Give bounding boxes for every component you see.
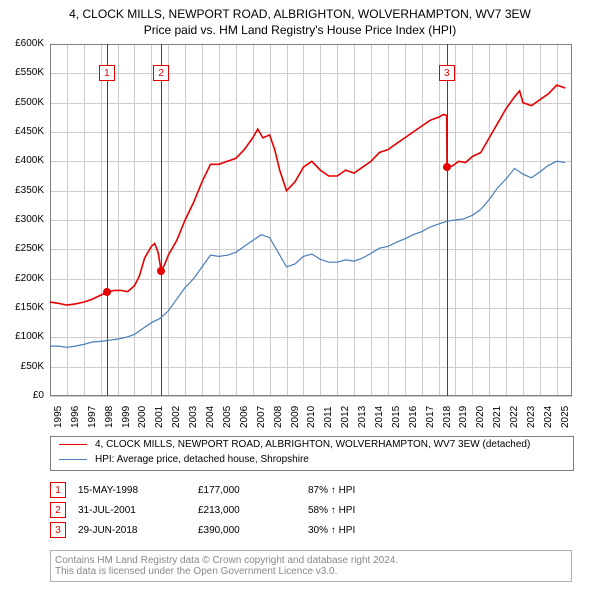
- price-chart: £0£50K£100K£150K£200K£250K£300K£350K£400…: [0, 0, 600, 430]
- transaction-price: £177,000: [198, 485, 308, 496]
- transactions-table: 1 15-MAY-1998£177,00087% ↑ HPI 2 31-JUL-200…: [50, 480, 398, 540]
- transaction-date: 31-JUL-2001: [78, 505, 198, 516]
- transaction-pct-vs-hpi: 58% ↑ HPI: [308, 505, 398, 516]
- footer-line-2: This data is licensed under the Open Gov…: [55, 566, 567, 577]
- transaction-date: 29-JUN-2018: [78, 525, 198, 536]
- transaction-price: £390,000: [198, 525, 308, 536]
- transaction-row-marker: 2: [50, 502, 66, 518]
- chart-lines-svg: [0, 0, 600, 430]
- legend-row: HPI: Average price, detached house, Shro…: [51, 452, 573, 467]
- chart-legend: 4, CLOCK MILLS, NEWPORT ROAD, ALBRIGHTON…: [50, 436, 574, 471]
- transaction-row: 3 29-JUN-2018£390,00030% ↑ HPI: [50, 520, 398, 540]
- transaction-marker-dot: [443, 163, 451, 171]
- legend-row: 4, CLOCK MILLS, NEWPORT ROAD, ALBRIGHTON…: [51, 437, 573, 452]
- transaction-marker-box: 1: [99, 65, 115, 81]
- transaction-pct-vs-hpi: 30% ↑ HPI: [308, 525, 398, 536]
- transaction-marker-box: 2: [153, 65, 169, 81]
- transaction-row-marker: 1: [50, 482, 66, 498]
- transaction-price: £213,000: [198, 505, 308, 516]
- legend-label: HPI: Average price, detached house, Shro…: [95, 454, 309, 465]
- transaction-row: 2 31-JUL-2001£213,00058% ↑ HPI: [50, 500, 398, 520]
- transaction-row-marker: 3: [50, 522, 66, 538]
- attribution-footer: Contains HM Land Registry data © Crown c…: [50, 550, 572, 582]
- transaction-date: 15-MAY-1998: [78, 485, 198, 496]
- transaction-row: 1 15-MAY-1998£177,00087% ↑ HPI: [50, 480, 398, 500]
- transaction-marker-box: 3: [439, 65, 455, 81]
- legend-label: 4, CLOCK MILLS, NEWPORT ROAD, ALBRIGHTON…: [95, 439, 530, 450]
- series-line-price_paid: [50, 85, 565, 305]
- legend-swatch: [59, 459, 87, 460]
- legend-swatch: [59, 444, 87, 445]
- series-line-hpi: [50, 161, 565, 347]
- transaction-pct-vs-hpi: 87% ↑ HPI: [308, 485, 398, 496]
- footer-line-1: Contains HM Land Registry data © Crown c…: [55, 555, 567, 566]
